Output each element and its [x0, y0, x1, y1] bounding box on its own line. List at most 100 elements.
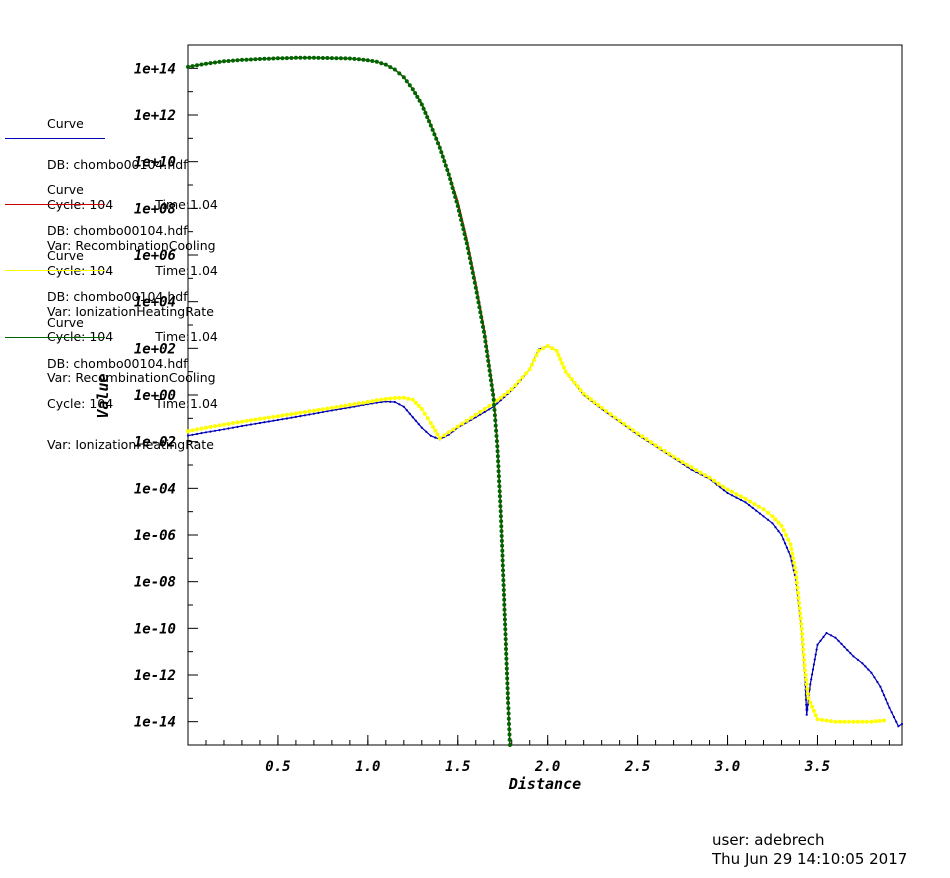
series-point	[476, 300, 481, 305]
series-point	[422, 411, 427, 416]
series-point	[685, 462, 690, 467]
series-point	[449, 181, 454, 186]
series-point	[266, 56, 271, 61]
series-point	[726, 491, 729, 495]
series-layer	[186, 55, 904, 747]
series-point	[520, 375, 525, 380]
series-point	[527, 367, 532, 372]
series-point	[507, 743, 512, 747]
series-point	[497, 479, 502, 484]
x-axis-label: Distance	[508, 775, 581, 793]
series-point	[478, 310, 483, 315]
series-point	[213, 429, 217, 432]
series-point	[469, 266, 474, 270]
series-point	[505, 686, 510, 691]
series-point	[329, 405, 334, 410]
series-point	[370, 399, 375, 404]
series-point	[186, 434, 190, 437]
series-point	[244, 418, 249, 423]
series-point	[209, 430, 212, 433]
series-point	[195, 432, 199, 436]
series-point	[873, 719, 878, 724]
y-tick-label: 1e-10	[134, 621, 176, 637]
series-point	[811, 708, 816, 713]
series-point	[502, 617, 507, 622]
legend-entry: Curve DB: chombo00104.hdf Cycle: 104 Time…	[47, 222, 218, 411]
series-point	[504, 656, 509, 661]
series-point	[365, 400, 370, 404]
y-tick-label: 1e-14	[134, 715, 176, 731]
series-point	[414, 419, 417, 422]
series-point	[752, 502, 757, 507]
series-point	[506, 390, 511, 394]
series-point	[492, 402, 497, 407]
series-point	[218, 429, 221, 432]
series-point	[299, 415, 302, 418]
series-point	[789, 547, 794, 551]
series-point	[504, 666, 509, 671]
series-point	[791, 556, 796, 561]
series-point	[316, 407, 321, 412]
series-point	[787, 550, 790, 553]
series-point	[890, 711, 893, 714]
series-point	[462, 232, 467, 236]
x-tick-label: 2.0	[534, 759, 560, 775]
series-point	[816, 643, 819, 646]
series-point	[707, 475, 712, 480]
series-point	[440, 154, 445, 159]
series-point	[882, 718, 887, 723]
series-point	[879, 685, 882, 688]
series-point	[500, 548, 505, 553]
series-point	[794, 575, 799, 580]
series-point	[204, 431, 208, 434]
series-point	[488, 408, 491, 411]
series-point	[456, 208, 461, 213]
series-point	[499, 524, 504, 529]
series-point	[801, 652, 806, 657]
series-point	[335, 408, 338, 411]
series-point	[506, 706, 511, 711]
series-point	[592, 400, 597, 405]
series-point	[496, 402, 499, 405]
series-point	[534, 353, 539, 358]
legend-entry: Curve DB: chombo00104.hdf Cycle: 104 Time…	[47, 90, 218, 279]
series-point	[780, 533, 783, 537]
series-point	[851, 719, 856, 724]
series-point	[507, 732, 512, 737]
plot-frame	[187, 44, 903, 746]
series-point	[428, 421, 433, 425]
series-point	[796, 590, 800, 595]
series-point	[402, 405, 405, 408]
series-point	[532, 358, 537, 362]
series-point	[479, 315, 484, 320]
series-point	[204, 61, 208, 66]
series-point	[801, 647, 806, 652]
series-point	[501, 583, 506, 588]
series-point	[507, 722, 511, 726]
series-point	[774, 526, 777, 529]
series-point	[569, 377, 574, 382]
series-point	[730, 489, 734, 494]
series-point	[290, 416, 293, 419]
series-point	[814, 653, 817, 656]
series-point	[799, 621, 804, 626]
series-point	[503, 637, 508, 642]
series-point	[788, 542, 793, 547]
series-point	[455, 424, 460, 429]
series-point	[505, 676, 510, 681]
legend-time: Time:1.04	[155, 396, 218, 411]
series-point	[448, 177, 453, 181]
series-point	[505, 696, 510, 701]
series-point	[501, 568, 505, 573]
series-point	[284, 56, 289, 61]
legend-var: Var: RecombinationCooling	[47, 369, 216, 385]
series-point	[428, 123, 433, 128]
series-point	[809, 683, 812, 686]
series-point	[425, 416, 430, 421]
legend-entry: Curve DB: chombo00104.hdf Cycle: 104 Time…	[47, 289, 218, 478]
series-point	[599, 405, 604, 410]
series-point	[236, 425, 239, 428]
series-point	[361, 57, 366, 62]
series-point	[588, 397, 593, 402]
series-point	[480, 320, 485, 324]
